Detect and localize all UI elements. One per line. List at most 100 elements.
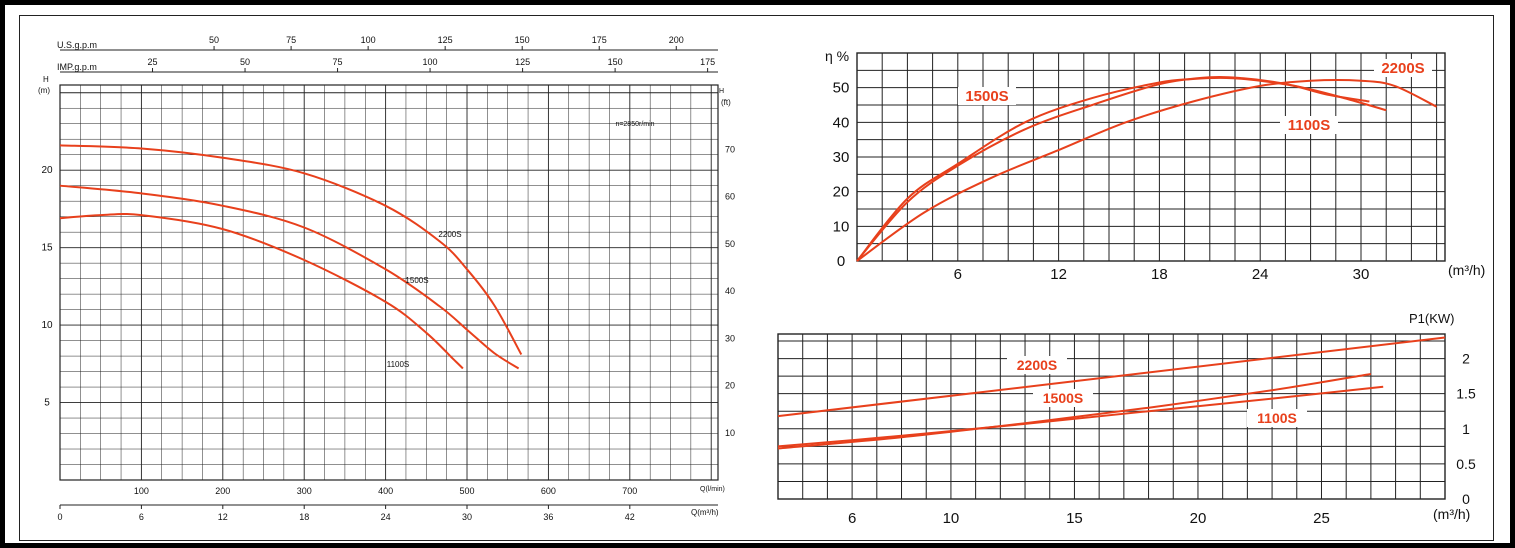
m3h-tick-label: 36	[543, 512, 553, 522]
pwr-label-bg	[1007, 356, 1067, 374]
h-right-tick-label: 20	[725, 381, 735, 391]
eff-x-tick-label: 18	[1151, 266, 1168, 283]
lmin-tick-label: 600	[541, 486, 556, 496]
h-left-unit: (m)	[38, 86, 50, 95]
hq-curve-label-1100S: 1100S	[387, 360, 410, 369]
eff-x-tick-label: 6	[954, 266, 962, 283]
usgpm-tick-label: 150	[515, 35, 530, 45]
h-left-label: H	[43, 75, 49, 84]
eff-y-tick-label: 30	[833, 149, 850, 166]
hq-plot-border	[59, 84, 719, 481]
pwr-y-tick-label: 0	[1462, 491, 1470, 507]
eff-y-label: η %	[825, 48, 849, 64]
eff-curve-label-2200S: 2200S	[1381, 60, 1424, 77]
hq-curve-1100S	[59, 212, 464, 370]
impgpm-tick-label: 75	[333, 57, 343, 67]
pwr-label-bg	[1033, 389, 1093, 407]
hq-curve-1500S	[59, 184, 520, 370]
eff-x-label: (m³/h)	[1448, 262, 1485, 278]
pwr-label-bg	[1247, 409, 1307, 427]
h-left-tick-label: 5	[44, 398, 50, 409]
hq-grid	[59, 85, 718, 481]
m3h-tick-label: 30	[462, 512, 472, 522]
pwr-x-tick-label: 25	[1313, 510, 1330, 527]
lmin-tick-label: 200	[215, 486, 230, 496]
impgpm-tick-label: 175	[700, 57, 715, 67]
eff-plot-border	[856, 52, 1446, 262]
figure-frame: U.S.g.p.m IMP.g.p.m 50 75 100 125 150 175 200 25 5…	[5, 5, 1510, 543]
impgpm-tick-label: 150	[608, 57, 623, 67]
h-left-tick-label: 20	[41, 165, 53, 176]
eff-label-bg	[1280, 116, 1338, 134]
pwr-curve-1100S	[777, 385, 1384, 448]
m3h-axis-label: Q(m³/h)	[691, 508, 719, 517]
pwr-grid	[777, 334, 1446, 500]
hq-curve-label-1500S: 1500S	[405, 276, 428, 285]
pwr-y-label: P1(KW)	[1409, 311, 1455, 326]
h-right-tick-label: 60	[725, 192, 735, 202]
eff-label-bg	[1374, 59, 1432, 77]
m3h-tick-label: 6	[139, 512, 144, 522]
m3h-tick-label: 24	[381, 512, 391, 522]
impgpm-tick-label: 50	[240, 57, 250, 67]
pwr-y-tick-label: 2	[1462, 351, 1470, 367]
pwr-curve-1500S	[777, 373, 1372, 450]
hq-curve-2200S	[59, 144, 523, 355]
h-right-tick-label: 50	[725, 239, 735, 249]
eff-curve-1100S	[856, 75, 1387, 262]
pwr-curve-label-1100S: 1100S	[1257, 410, 1297, 426]
h-right-tick-label: 10	[725, 428, 735, 438]
eff-x-tick-label: 24	[1252, 266, 1269, 283]
lmin-tick-label: 300	[297, 486, 312, 496]
usgpm-tick-label: 200	[669, 35, 684, 45]
usgpm-tick-label: 125	[438, 35, 453, 45]
pwr-curve-label-2200S: 2200S	[1017, 357, 1057, 373]
impgpm-tick-label: 125	[515, 57, 530, 67]
h-right-unit: (ft)	[721, 98, 731, 107]
pwr-x-tick-label: 10	[943, 510, 960, 527]
pwr-x-tick-label: 20	[1190, 510, 1207, 527]
m3h-tick-label: 18	[299, 512, 309, 522]
impgpm-tick-label: 25	[148, 57, 158, 67]
figure-border	[19, 15, 1494, 541]
h-right-label: H	[719, 88, 724, 95]
lmin-tick-label: 100	[134, 486, 149, 496]
lmin-axis-label: Q(l/min)	[700, 486, 725, 493]
pwr-x-tick-label: 15	[1066, 510, 1083, 527]
pwr-curve-label-1500S: 1500S	[1043, 390, 1083, 406]
impgpm-tick-label: 100	[423, 57, 438, 67]
pwr-y-tick-label: 1.5	[1456, 386, 1476, 402]
pwr-plot-border	[777, 333, 1446, 500]
lmin-tick-label: 500	[459, 486, 474, 496]
lmin-tick-label: 400	[378, 486, 393, 496]
pwr-x-tick-label: 6	[848, 510, 856, 527]
eff-curve-label-1500S: 1500S	[965, 88, 1008, 105]
h-left-tick-label: 15	[41, 243, 53, 254]
eff-x-tick-label: 12	[1050, 266, 1067, 283]
eff-curve-2200S	[856, 79, 1438, 262]
m3h-tick-label: 42	[625, 512, 635, 522]
eff-label-bg	[958, 87, 1016, 105]
m3h-tick-label: 0	[57, 512, 62, 522]
h-right-tick-label: 70	[725, 144, 735, 154]
m3h-tick-label: 12	[218, 512, 228, 522]
eff-curve-label-1100S: 1100S	[1288, 117, 1331, 134]
eff-y-tick-label: 10	[833, 218, 850, 235]
h-left-tick-label: 10	[41, 320, 53, 331]
eff-y-tick-label: 40	[833, 114, 850, 131]
pwr-curve-2200S	[777, 336, 1446, 418]
pwr-y-tick-label: 0.5	[1456, 456, 1476, 472]
hq-curve-label-2200S: 2200S	[438, 230, 461, 239]
impgpm-axis-label: IMP.g.p.m	[57, 62, 97, 72]
usgpm-tick-label: 100	[361, 35, 376, 45]
usgpm-axis-label: U.S.g.p.m	[57, 40, 97, 50]
pwr-x-label: (m³/h)	[1433, 506, 1470, 522]
usgpm-tick-label: 175	[592, 35, 607, 45]
lmin-tick-label: 700	[622, 486, 637, 496]
h-right-tick-label: 40	[725, 286, 735, 296]
eff-y-tick-label: 0	[837, 253, 845, 270]
eff-y-tick-label: 20	[833, 184, 850, 201]
pwr-y-tick-label: 1	[1462, 421, 1470, 437]
speed-annotation: n=2850r/min	[615, 121, 654, 128]
